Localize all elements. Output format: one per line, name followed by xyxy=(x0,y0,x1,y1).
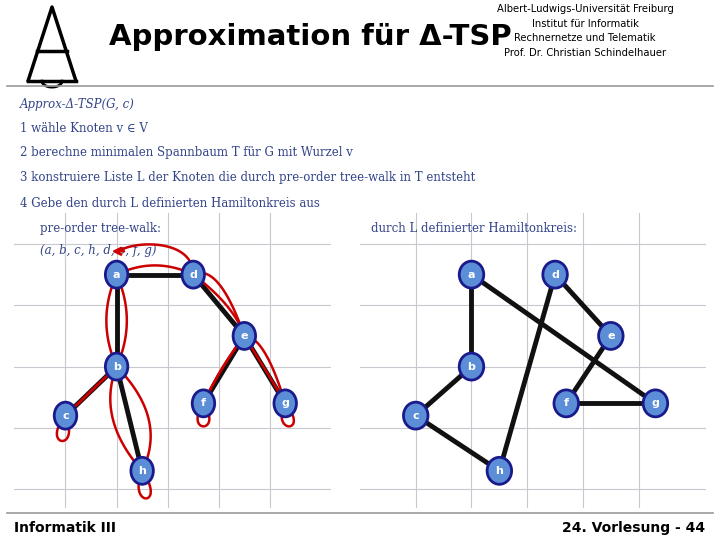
Text: 24. Vorlesung - 44: 24. Vorlesung - 44 xyxy=(562,521,706,535)
Text: Approx-Δ-TSP(G, c): Approx-Δ-TSP(G, c) xyxy=(20,98,135,111)
Text: f: f xyxy=(564,399,569,408)
Text: e: e xyxy=(240,331,248,341)
Circle shape xyxy=(554,390,578,417)
Circle shape xyxy=(459,353,484,380)
Circle shape xyxy=(105,261,128,288)
Text: b: b xyxy=(112,362,120,372)
Text: Albert-Ludwigs-Universität Freiburg
Institut für Informatik
Rechnernetze und Tel: Albert-Ludwigs-Universität Freiburg Inst… xyxy=(497,4,673,58)
Circle shape xyxy=(233,322,256,349)
Circle shape xyxy=(543,261,567,288)
Circle shape xyxy=(403,402,428,429)
Text: c: c xyxy=(62,410,69,421)
Circle shape xyxy=(459,261,484,288)
Circle shape xyxy=(54,402,77,429)
Text: pre-order tree-walk:: pre-order tree-walk: xyxy=(40,222,161,235)
Text: h: h xyxy=(495,466,503,476)
Circle shape xyxy=(274,390,297,417)
Text: Approximation für Δ-TSP: Approximation für Δ-TSP xyxy=(109,23,511,51)
Text: durch L definierter Hamiltonkreis:: durch L definierter Hamiltonkreis: xyxy=(371,222,577,235)
Circle shape xyxy=(192,390,215,417)
Text: a: a xyxy=(113,269,120,280)
Text: g: g xyxy=(282,399,289,408)
Circle shape xyxy=(487,457,512,484)
Circle shape xyxy=(643,390,667,417)
Text: d: d xyxy=(189,269,197,280)
Text: e: e xyxy=(607,331,615,341)
Text: 2 berechne minimalen Spannbaum T für G mit Wurzel v: 2 berechne minimalen Spannbaum T für G m… xyxy=(20,146,353,159)
Text: d: d xyxy=(551,269,559,280)
Text: a: a xyxy=(468,269,475,280)
Text: g: g xyxy=(652,399,660,408)
Circle shape xyxy=(182,261,204,288)
Text: f: f xyxy=(201,399,206,408)
Text: h: h xyxy=(138,466,146,476)
Circle shape xyxy=(598,322,623,349)
Text: (a, b, c, h, d, e, f, g): (a, b, c, h, d, e, f, g) xyxy=(40,244,156,257)
Circle shape xyxy=(105,353,128,380)
Circle shape xyxy=(131,457,153,484)
Text: 3 konstruiere Liste L der Knoten die durch pre-order tree-walk in T entsteht: 3 konstruiere Liste L der Knoten die dur… xyxy=(20,171,475,184)
Text: 1 wähle Knoten v ∈ V: 1 wähle Knoten v ∈ V xyxy=(20,122,148,135)
Text: c: c xyxy=(413,410,419,421)
Text: Informatik III: Informatik III xyxy=(14,521,117,535)
Text: b: b xyxy=(467,362,475,372)
Text: 4 Gebe den durch L definierten Hamiltonkreis aus: 4 Gebe den durch L definierten Hamiltonk… xyxy=(20,197,320,211)
